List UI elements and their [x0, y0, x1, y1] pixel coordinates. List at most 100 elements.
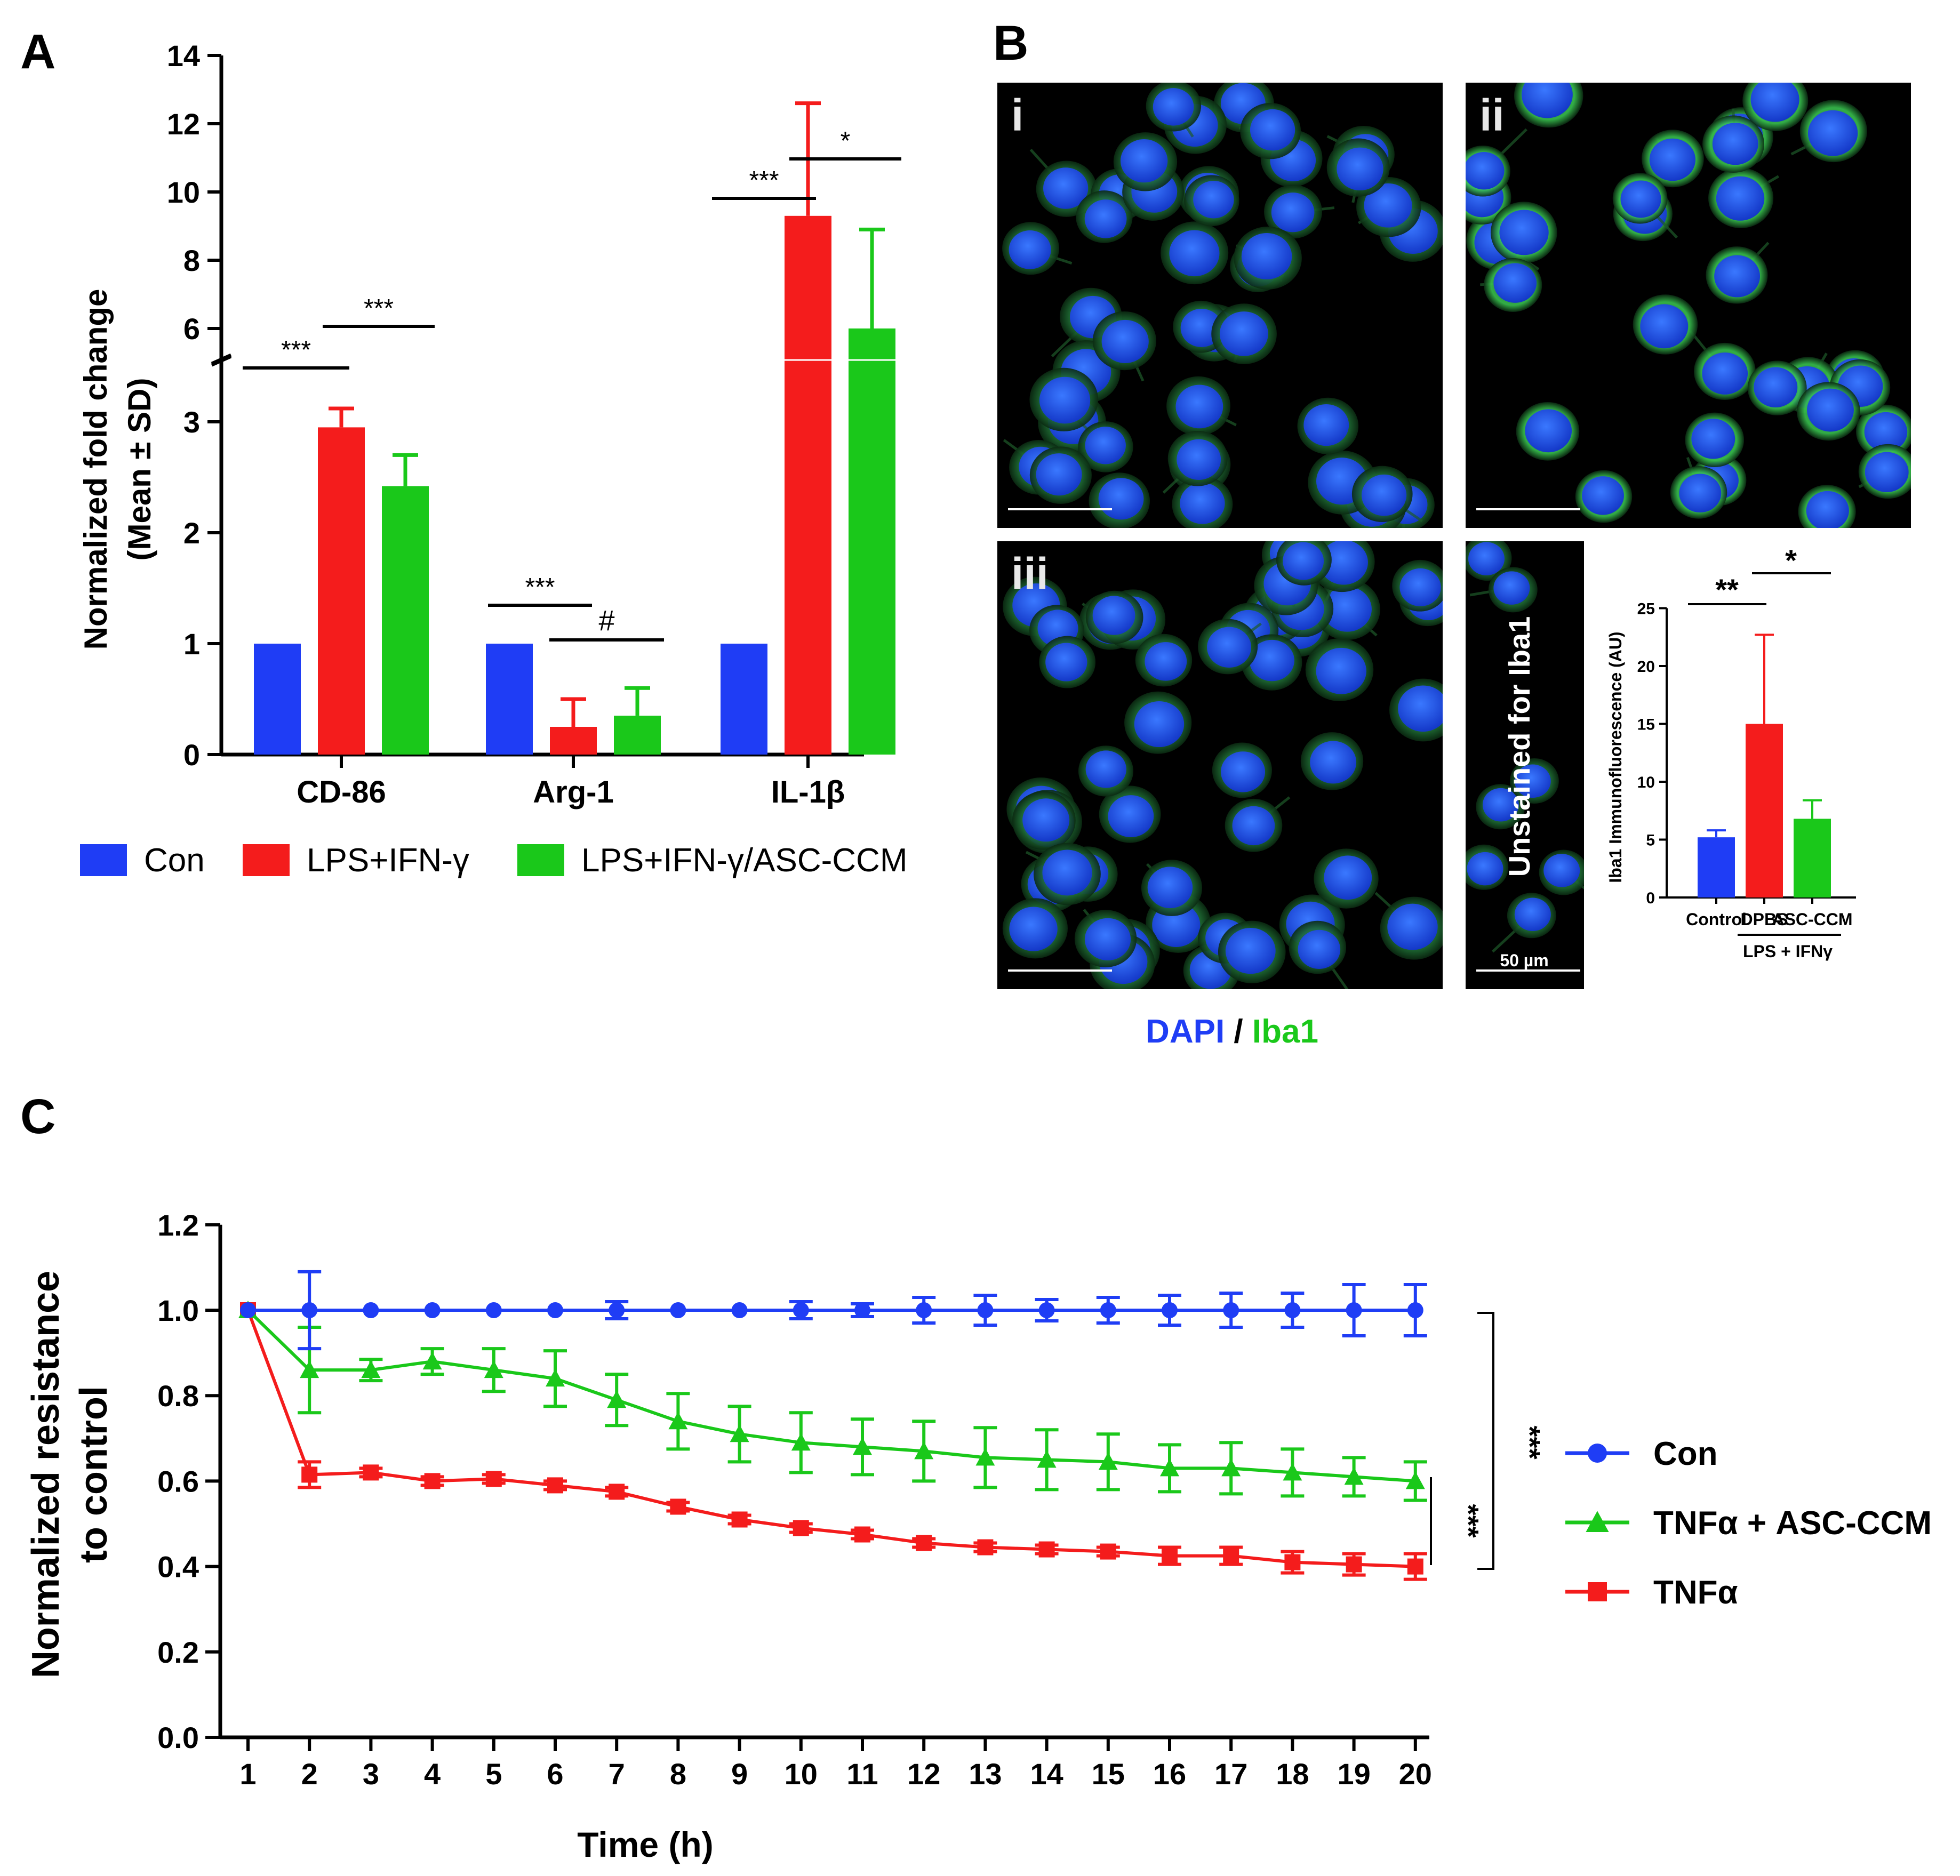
data-point [422, 1352, 442, 1370]
y-tick-label: 10 [167, 175, 200, 209]
x-tick-label: 7 [609, 1757, 625, 1791]
x-axis-label: Time (h) [577, 1825, 713, 1864]
y-tick-label: 25 [1637, 600, 1655, 618]
cell-nucleus [1399, 568, 1441, 606]
x-tick-label: 3 [363, 1757, 379, 1791]
cell-nucleus [1640, 304, 1689, 349]
y-tick-label: 1.0 [157, 1294, 199, 1327]
x-tick-label: 12 [907, 1757, 940, 1791]
x-tick-label: 13 [969, 1757, 1002, 1791]
y-tick-label: 1.2 [157, 1208, 199, 1242]
cells [1002, 83, 1443, 528]
data-point [854, 1526, 870, 1543]
cell-nucleus [1754, 367, 1798, 408]
micrograph-label: ii [1479, 90, 1505, 140]
data-point [301, 1466, 318, 1483]
cell-nucleus [1525, 409, 1572, 453]
cell-nucleus [1177, 439, 1221, 480]
legend-label: Con [1653, 1436, 1718, 1472]
caption-separator: / [1225, 1013, 1252, 1050]
cell-nucleus [1387, 903, 1438, 950]
data-point [1223, 1548, 1239, 1564]
x-tick-label: Control [1686, 910, 1747, 929]
data-point [1407, 1558, 1423, 1575]
legend-swatch [243, 844, 290, 876]
data-point [1223, 1302, 1239, 1318]
panel-b-caption: DAPI / Iba1 [1146, 1013, 1318, 1050]
data-point [424, 1473, 441, 1489]
y-tick-label: 2 [183, 516, 200, 550]
cell-nucleus [1085, 427, 1126, 464]
cell-nucleus [1514, 764, 1551, 798]
legend-swatch [517, 844, 564, 876]
cell-nucleus [1134, 701, 1185, 748]
data-point [609, 1484, 625, 1500]
panel-letter-c: C [20, 1089, 55, 1144]
cell-nucleus [1493, 263, 1537, 303]
y-tick-label: 15 [1637, 716, 1655, 734]
bar [1698, 837, 1735, 897]
data-point [1098, 1452, 1118, 1470]
cell-nucleus [1180, 483, 1225, 524]
x-tick-label: 5 [485, 1757, 502, 1791]
data-point [1405, 1471, 1425, 1489]
data-point [1407, 1302, 1423, 1318]
cell-nucleus [1039, 376, 1091, 424]
significance-bracket [1477, 1312, 1494, 1570]
legend-label: Con [144, 842, 205, 879]
cell-nucleus [1271, 193, 1315, 233]
cell-nucleus [1714, 255, 1761, 298]
x-tick-label: 8 [670, 1757, 686, 1791]
cell-nucleus [1521, 83, 1573, 118]
cell-nucleus [1108, 795, 1154, 837]
unstained-label: Unstained for Iba1 [1502, 616, 1536, 877]
cell-nucleus [1250, 109, 1295, 151]
y-tick-label: 0.2 [157, 1636, 199, 1669]
x-tick-label: 18 [1276, 1757, 1309, 1791]
data-point [1038, 1541, 1055, 1558]
cell-nucleus [1582, 476, 1624, 515]
y-tick-label: 12 [167, 107, 200, 141]
data-point [916, 1535, 932, 1551]
x-tick-label: 10 [785, 1757, 818, 1791]
cell-nucleus [1310, 741, 1357, 784]
bar [486, 644, 533, 755]
significance-mark: # [598, 605, 614, 637]
cells [1002, 541, 1443, 989]
cell-nucleus [1298, 929, 1341, 969]
cell-nucleus [1084, 199, 1127, 238]
data-point [1346, 1556, 1362, 1573]
cell-nucleus [1303, 404, 1349, 446]
cell-nucleus [1045, 643, 1087, 682]
data-point [1162, 1302, 1178, 1318]
data-point [484, 1360, 503, 1378]
cell-nucleus [1036, 453, 1082, 496]
significance-mark: * [841, 127, 851, 155]
data-point [793, 1520, 809, 1536]
cell-nucleus [1807, 388, 1854, 432]
bar [849, 328, 895, 359]
data-point [301, 1302, 318, 1318]
y-tick-label: 0.0 [157, 1721, 199, 1754]
bar [550, 727, 597, 755]
cell-nucleus [1864, 412, 1908, 452]
x-tick-label: 11 [846, 1757, 878, 1791]
cell-nucleus [1043, 167, 1089, 209]
x-tick-label: Arg-1 [533, 775, 613, 809]
y-tick-label: 20 [1637, 658, 1655, 676]
significance-mark: *** [749, 166, 779, 195]
cell-nucleus [1807, 110, 1858, 156]
series-0 [240, 1270, 1427, 1351]
data-point [668, 1412, 688, 1430]
x-tick-label: 4 [424, 1757, 441, 1791]
cells [1466, 541, 1584, 953]
cell-nucleus [1022, 798, 1070, 842]
data-point [547, 1302, 563, 1318]
x-tick-label: 19 [1337, 1757, 1370, 1791]
cell-nucleus [1042, 849, 1092, 896]
data-point [731, 1302, 748, 1318]
x-tick-label: DPBS [1741, 910, 1788, 929]
cell-nucleus [1219, 311, 1268, 356]
cell-nucleus [1806, 491, 1849, 528]
